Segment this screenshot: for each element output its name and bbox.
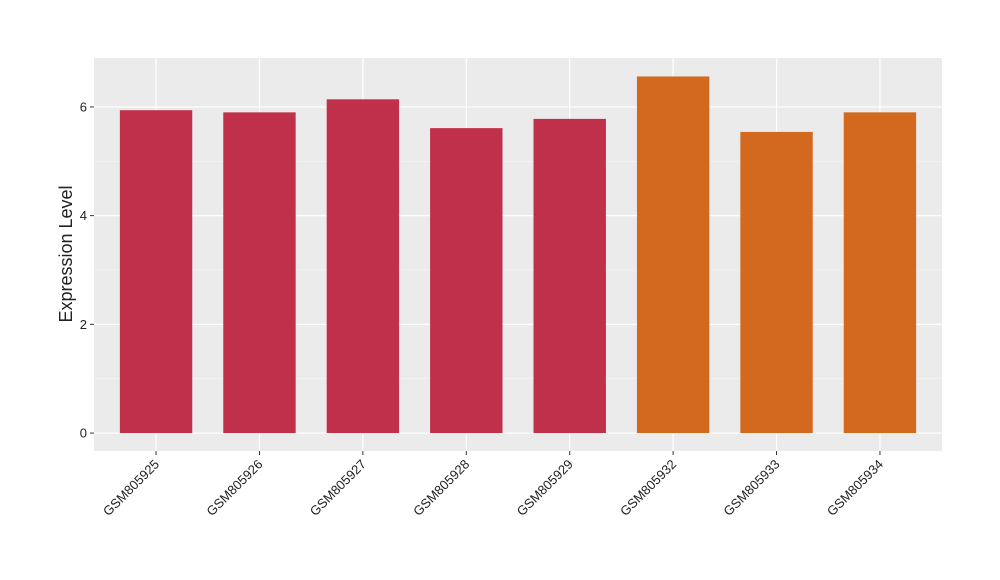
bar [326, 99, 400, 434]
x-tick-label: GSM805932 [617, 457, 679, 519]
bar [533, 118, 606, 434]
x-tick-label: GSM805926 [203, 457, 265, 519]
x-tick-label: GSM805929 [514, 457, 576, 519]
bar [636, 76, 710, 434]
y-axis-title: Expression Level [56, 185, 76, 322]
y-tick-label: 6 [80, 99, 87, 114]
x-tick-label: GSM805927 [307, 457, 369, 519]
bar [430, 128, 503, 434]
y-tick-label: 2 [80, 317, 87, 332]
bar [843, 112, 917, 434]
bar [119, 110, 193, 434]
x-tick-label: GSM805925 [100, 457, 162, 519]
plot-panel [94, 58, 942, 451]
y-tick-label: 4 [80, 208, 87, 223]
x-tick-label: GSM805928 [410, 457, 472, 519]
y-tick-label: 0 [80, 426, 87, 441]
bar [223, 112, 296, 434]
bar [740, 131, 813, 434]
x-tick-label: GSM805933 [720, 457, 782, 519]
x-tick-label: GSM805934 [824, 457, 886, 519]
